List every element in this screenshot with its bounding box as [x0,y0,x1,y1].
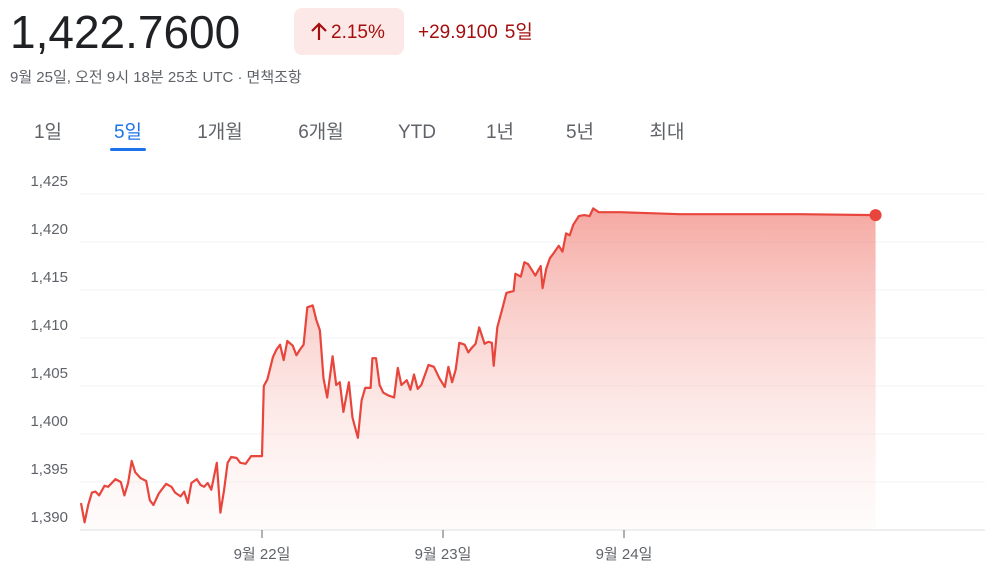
range-tab[interactable]: 1년 [486,121,514,143]
plot: 1,390 1,395 1,400 1,405 1,410 1,415 1,420 1,425… [30,173,985,563]
change-amount: +29.9100 5일 [418,21,533,43]
y-tick-label: 1,420 [30,221,68,238]
selected-tab-underline [110,148,146,151]
y-tick-label: 1,405 [30,365,68,382]
disclaimer-link[interactable]: 면책조항 [247,69,302,86]
range-tab[interactable]: 5일 [114,121,142,143]
timestamp: 9월 25일, 오전 9시 18분 25초 UTC · 면책조항 [10,69,302,86]
price-line [79,207,876,524]
range-tab[interactable]: 5년 [566,121,594,143]
price: 1,422.7600 [10,6,240,58]
y-tick-label: 1,415 [30,269,68,286]
change-percent: 2.15% [331,22,385,43]
y-tick-label: 1,410 [30,317,68,334]
change-badge [294,8,404,55]
timestamp-text: 9월 25일, 오전 9시 18분 25초 UTC · [10,69,243,86]
x-tick-label: 9월 23일 [415,546,472,563]
x-tick-label: 9월 24일 [596,546,653,563]
change-value: +29.9100 [418,22,498,43]
up-arrow-icon [311,22,327,40]
change-period: 5일 [505,21,533,43]
range-tab[interactable]: 최대 [650,121,685,143]
x-tick-label: 9월 22일 [234,546,291,563]
range-tabs: 1일 5일 1개월 6개월 YTD 1년 5년 최대 [34,121,685,151]
range-tab[interactable]: 1개월 [197,121,243,143]
range-tab[interactable]: 6개월 [298,121,344,143]
range-tab[interactable]: YTD [398,122,436,143]
y-tick-label: 1,400 [30,413,68,430]
end-point [869,209,882,222]
y-tick-label: 1,425 [30,173,68,190]
area-fill [81,208,876,530]
y-tick-label: 1,390 [30,509,68,526]
range-tab[interactable]: 1일 [34,121,62,143]
y-tick-label: 1,395 [30,461,68,478]
